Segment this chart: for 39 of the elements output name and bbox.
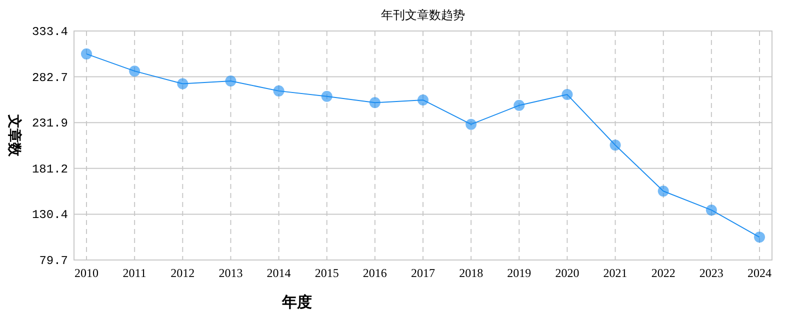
x-tick-label: 2011 bbox=[122, 266, 146, 280]
x-tick-label: 2021 bbox=[603, 266, 628, 280]
point bbox=[706, 204, 717, 216]
point bbox=[129, 66, 140, 77]
y-tick-label: 231.9 bbox=[32, 116, 68, 131]
point bbox=[466, 118, 477, 130]
point bbox=[514, 100, 525, 111]
x-tick-label: 2022 bbox=[651, 266, 676, 280]
point bbox=[273, 85, 284, 96]
y-tick-label: 130.4 bbox=[32, 208, 68, 222]
x-tick-label: 2015 bbox=[314, 266, 339, 280]
x-tick-label: 2023 bbox=[699, 266, 724, 280]
x-tick-label: 2017 bbox=[411, 266, 435, 280]
point bbox=[658, 186, 669, 197]
point bbox=[369, 97, 380, 108]
point bbox=[754, 232, 765, 243]
y-tick-label: 181.2 bbox=[32, 162, 68, 176]
x-tick-label: 2013 bbox=[218, 266, 243, 280]
y-tick-label: 282.7 bbox=[32, 70, 68, 85]
point bbox=[562, 89, 573, 100]
x-tick-label: 2019 bbox=[507, 266, 532, 280]
y-tick-label: 79.7 bbox=[39, 254, 68, 268]
x-tick-label: 2020 bbox=[555, 266, 580, 280]
x-tick-label: 2024 bbox=[748, 266, 772, 280]
point bbox=[225, 76, 236, 87]
point bbox=[177, 78, 188, 90]
point bbox=[610, 140, 621, 151]
point bbox=[81, 48, 92, 60]
y-axis-title: 文章数 bbox=[6, 114, 23, 158]
x-axis-title: 年度 bbox=[281, 293, 312, 311]
x-tick-label: 2018 bbox=[459, 266, 484, 280]
point bbox=[321, 90, 332, 102]
x-tick-label: 2014 bbox=[266, 266, 291, 280]
point bbox=[418, 94, 428, 106]
y-tick-label: 333.4 bbox=[32, 25, 68, 39]
x-tick-label: 2012 bbox=[170, 266, 195, 280]
chart-title: 年刊文章数趋势 bbox=[381, 8, 465, 22]
x-tick-label: 2016 bbox=[362, 266, 387, 280]
x-tick-label: 2010 bbox=[74, 266, 98, 280]
